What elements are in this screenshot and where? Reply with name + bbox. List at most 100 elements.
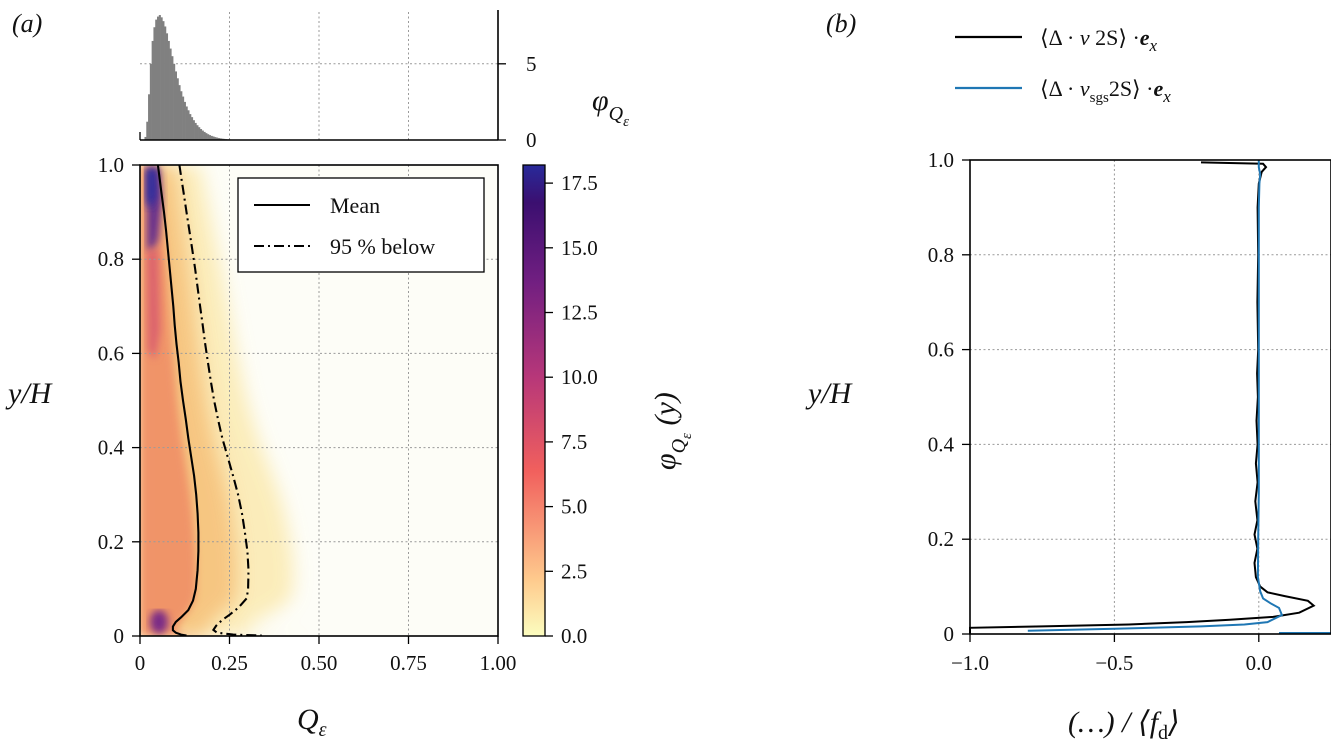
histogram-bar	[167, 40, 170, 141]
profile-line-nu	[969, 161, 1316, 634]
profile-legend: ⟨Δ · ν 2S⟩ ·ex ⟨Δ · νsgs2S⟩ ·ex	[955, 25, 1171, 106]
colorbar-ticks: 0.0 2.5 5.0 7.5 10.0 12.5 15.0 17.5	[545, 171, 598, 648]
histogram-bar	[178, 85, 181, 140]
heatmap-y-tick-label: 0.4	[98, 436, 125, 460]
colorbar-tick-label: 2.5	[561, 559, 587, 583]
profile-x-tick-label: −0.5	[1095, 651, 1133, 675]
histogram-bar	[176, 78, 179, 140]
histogram-bar	[180, 91, 183, 140]
heatmap-y-tick-label: 1.0	[98, 153, 124, 177]
heatmap-x-tick-label: 0.50	[301, 651, 338, 675]
profile-y-tick-label: 0.4	[928, 432, 955, 456]
profile-x-tick-label: −1.0	[951, 651, 989, 675]
histogram-bar	[157, 16, 160, 141]
heatmap-lines	[156, 164, 262, 637]
panel-a-label: (a)	[12, 9, 42, 38]
histogram-bar	[192, 120, 195, 140]
histogram-bar	[199, 129, 203, 140]
profile-y-tick-label: 1.0	[928, 148, 954, 172]
legend-mean-label: Mean	[330, 193, 380, 218]
histogram-bar	[158, 15, 161, 140]
heatmap-y-tick-label: 0	[114, 624, 125, 648]
histogram-bar	[205, 133, 208, 140]
profile-y-tick-label: 0.6	[928, 338, 954, 362]
heatmap-y-tick-label: 0.6	[98, 341, 124, 365]
heatmap-legend: Mean 95 % below	[237, 177, 485, 273]
histogram-bar	[187, 110, 190, 140]
histogram-bar	[212, 136, 215, 140]
histogram-bar	[207, 134, 210, 140]
heatmap-panel: 0 0.25 0.50 0.75 1.00 0 0.2 0.4 0.6 0.8 1.0 y/H Q…	[5, 153, 695, 741]
colorbar: 0.0 2.5 5.0 7.5 10.0 12.5 15.0 17.5 φQε (y)	[522, 164, 695, 648]
colorbar-tick-label: 10.0	[561, 365, 598, 389]
profile-x-ticks: −1.0 −0.5 0.0	[951, 634, 1272, 675]
colorbar-tick-label: 7.5	[561, 430, 587, 454]
histogram-bars	[144, 15, 249, 141]
histogram-bar	[173, 63, 176, 140]
histogram-panel: 05 φQε	[139, 10, 629, 152]
histogram-bar	[194, 122, 197, 140]
profile-y-tick-label: 0.8	[928, 243, 954, 267]
histogram-bar	[208, 135, 212, 140]
heatmap-y-tick-label: 0.8	[98, 247, 124, 271]
colorbar-tick-label: 0.0	[561, 624, 587, 648]
heatmap-x-label: Qε	[297, 703, 327, 741]
mean-line	[156, 164, 200, 637]
histogram-grid	[140, 12, 498, 140]
heatmap-x-ticks: 0 0.25 0.50 0.75 1.00	[135, 636, 517, 675]
histogram-bar	[153, 27, 156, 140]
histogram-bar	[214, 137, 217, 140]
histogram-y-tick-label: 0	[526, 128, 537, 152]
histogram-bar	[183, 101, 186, 140]
colorbar-label: φQε (y)	[649, 392, 695, 470]
histogram-bar	[155, 19, 158, 140]
histogram-bar	[198, 127, 201, 140]
histogram-bar	[148, 94, 151, 140]
profile-x-label: (…) / ⟨fd⟩	[1068, 706, 1180, 744]
heatmap-x-tick-label: 0.75	[390, 651, 427, 675]
legend-nusgs-label: ⟨Δ · νsgs2S⟩ ·ex	[1040, 76, 1171, 106]
histogram-bar	[171, 56, 174, 140]
histogram-bar	[151, 40, 154, 141]
histogram-bar	[149, 63, 152, 140]
histogram-bar	[169, 48, 172, 141]
histogram-bar	[182, 96, 185, 140]
histogram-bar	[146, 121, 149, 140]
histogram-bar	[189, 114, 192, 140]
colorbar-tick-label: 17.5	[561, 171, 598, 195]
panel-b-label: (b)	[826, 9, 856, 38]
profile-x-tick-label: 0.0	[1246, 651, 1272, 675]
colorbar-tick-label: 15.0	[561, 236, 598, 260]
histogram-bar	[216, 137, 219, 140]
histogram-bar	[203, 131, 206, 140]
histogram-bar	[185, 106, 188, 140]
histogram-bar	[196, 125, 199, 140]
histogram-y-tick-label: 5	[526, 52, 537, 76]
profile-y-tick-label: 0	[944, 622, 955, 646]
heatmap-x-tick-label: 0.25	[211, 651, 248, 675]
histogram-y-label: φQε	[592, 84, 629, 130]
heatmap-x-tick-label: 0	[135, 651, 146, 675]
histogram-bar	[201, 130, 204, 140]
profile-grid	[970, 160, 1331, 634]
profile-line-nusgs	[1027, 160, 1284, 632]
histogram-bar	[160, 17, 163, 140]
heatmap-y-tick-label: 0.2	[98, 530, 124, 554]
colorbar-tick-label: 5.0	[561, 495, 587, 519]
heatmap-x-tick-label: 1.00	[480, 651, 517, 675]
histogram-bar	[162, 21, 165, 141]
profile-frame	[969, 159, 1331, 635]
legend-nu-label: ⟨Δ · ν 2S⟩ ·ex	[1040, 25, 1158, 55]
legend-95-label: 95 % below	[330, 234, 435, 259]
histogram-y-ticks: 05	[498, 52, 537, 152]
heatmap-y-ticks: 0 0.2 0.4 0.6 0.8 1.0	[98, 153, 140, 648]
heatmap-y-label: y/H	[5, 377, 54, 410]
profile-lines	[969, 160, 1331, 634]
histogram-bar	[174, 71, 177, 140]
profile-y-ticks: 0 0.2 0.4 0.6 0.8 1.0	[928, 148, 970, 646]
histogram-bar	[144, 136, 147, 140]
profile-y-tick-label: 0.2	[928, 527, 954, 551]
histogram-bar	[219, 138, 222, 140]
histogram-bar	[165, 33, 169, 141]
